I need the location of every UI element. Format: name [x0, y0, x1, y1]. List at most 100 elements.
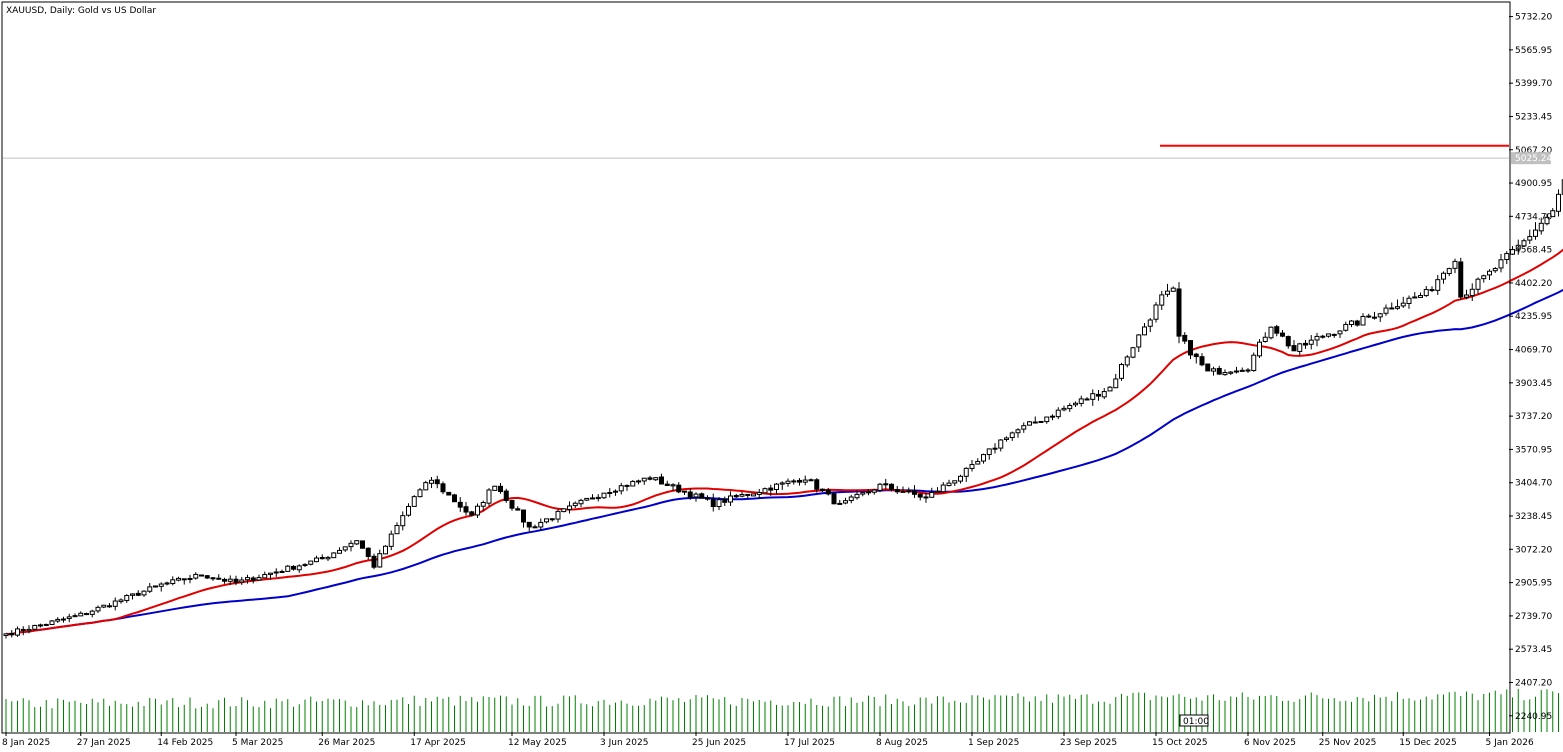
- y-tick-label: 3404.70: [1515, 479, 1552, 489]
- candle-body: [871, 489, 877, 493]
- candle: [837, 499, 843, 505]
- candle-body: [1073, 402, 1078, 406]
- candle-body: [1308, 339, 1314, 345]
- candle: [377, 549, 383, 568]
- candle-body: [331, 552, 337, 559]
- candle-body: [291, 565, 296, 570]
- x-tick-label: 6 Nov 2025: [1244, 738, 1296, 748]
- y-tick-label: 5399.70: [1515, 79, 1552, 89]
- candle: [417, 488, 423, 498]
- candle: [779, 481, 785, 490]
- candle-body: [32, 624, 38, 630]
- candle-body: [521, 509, 526, 523]
- candle-body: [618, 485, 624, 492]
- candle-body: [745, 493, 751, 496]
- candle: [1142, 323, 1147, 336]
- candle-body: [1291, 345, 1297, 352]
- candle: [515, 506, 521, 511]
- candle-body: [1510, 249, 1515, 255]
- candle: [1078, 395, 1084, 407]
- candle: [319, 554, 325, 560]
- candle: [1383, 304, 1389, 316]
- candle-body: [670, 484, 676, 487]
- candle-body: [233, 578, 239, 583]
- candle-body: [1320, 335, 1326, 338]
- candle-body: [1182, 334, 1188, 342]
- candle: [463, 502, 469, 516]
- candle: [164, 581, 170, 586]
- candle: [1458, 257, 1464, 300]
- candle-body: [1050, 415, 1055, 418]
- price-tag-label: 5025.24: [1515, 154, 1552, 164]
- candle: [1113, 373, 1119, 389]
- y-tick-label: 4734.70: [1515, 212, 1552, 222]
- chart-title: XAUUSD, Daily: Gold vs US Dollar: [6, 6, 156, 16]
- current-price-tag: 5025.24: [1511, 152, 1552, 165]
- candle: [1130, 346, 1136, 359]
- candle: [1303, 339, 1308, 349]
- candle: [486, 488, 492, 506]
- candle: [1251, 352, 1257, 372]
- candle: [245, 574, 250, 584]
- candle-body: [981, 454, 986, 462]
- candle: [653, 477, 659, 482]
- candle-body: [613, 490, 618, 493]
- candle: [1107, 386, 1113, 392]
- candle: [1423, 286, 1429, 297]
- candle: [1153, 302, 1159, 323]
- candle-body: [1515, 244, 1521, 250]
- candle: [739, 492, 745, 498]
- candle-body: [124, 595, 130, 601]
- candle-body: [900, 490, 906, 493]
- candle: [394, 522, 400, 535]
- candle: [555, 508, 561, 523]
- candle-body: [1446, 268, 1452, 275]
- candle-body: [411, 496, 417, 507]
- candle: [72, 613, 78, 618]
- candle-body: [9, 632, 15, 636]
- candle: [503, 488, 509, 503]
- candle: [636, 479, 641, 485]
- candle: [521, 509, 526, 528]
- candle: [233, 575, 239, 586]
- candle: [1377, 312, 1383, 322]
- candle-body: [394, 525, 400, 535]
- candle: [1188, 340, 1193, 360]
- candle-body: [1245, 369, 1251, 372]
- candle: [952, 480, 958, 486]
- candle-body: [1228, 371, 1234, 374]
- candle-body: [486, 489, 492, 504]
- candle-body: [590, 497, 595, 500]
- candle: [854, 490, 860, 500]
- candle: [1308, 335, 1314, 350]
- candle: [1504, 251, 1510, 265]
- candle: [785, 478, 791, 487]
- candle-body: [440, 483, 446, 493]
- candle: [222, 577, 227, 584]
- candle-body: [825, 489, 831, 495]
- candle: [135, 590, 141, 597]
- candle-body: [452, 494, 457, 503]
- candle-body: [877, 483, 883, 491]
- y-tick-label: 5565.95: [1515, 46, 1552, 56]
- candle: [1124, 355, 1130, 368]
- candle: [1228, 371, 1234, 375]
- candle-body: [308, 560, 314, 565]
- candle: [1515, 239, 1521, 255]
- candle-body: [1544, 216, 1550, 225]
- candle: [1498, 253, 1504, 273]
- candle-body: [250, 577, 256, 581]
- candle-body: [1136, 334, 1142, 348]
- candle: [147, 583, 153, 594]
- candle: [975, 458, 981, 465]
- candle: [509, 499, 515, 511]
- candle: [647, 475, 653, 481]
- candle: [302, 563, 308, 567]
- candle-body: [1349, 320, 1354, 325]
- x-tick-label: 23 Sep 2025: [1060, 738, 1117, 748]
- candle-body: [975, 460, 981, 465]
- candle: [1349, 319, 1354, 328]
- candle-body: [302, 563, 308, 567]
- candle: [946, 479, 952, 487]
